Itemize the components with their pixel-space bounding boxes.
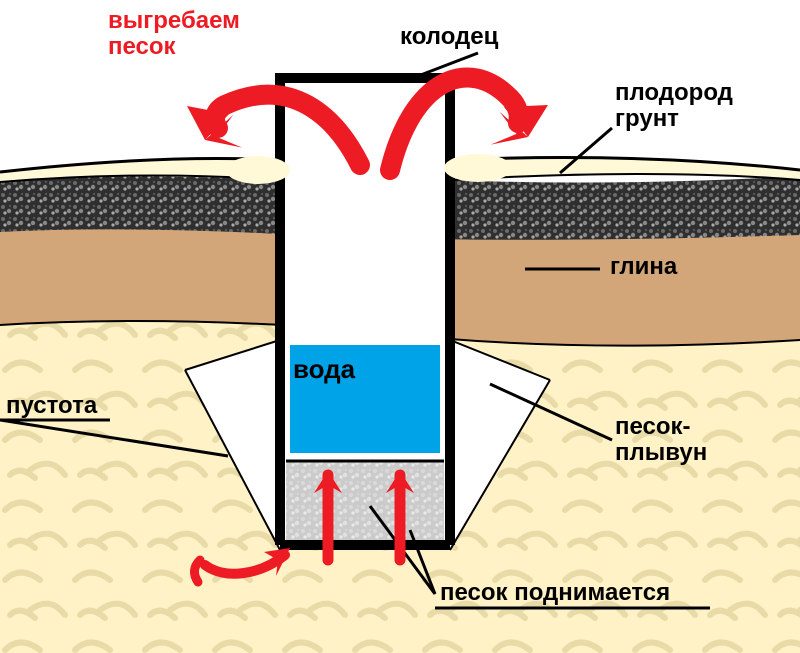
label-fertile-soil: плодород грунт <box>615 80 733 133</box>
label-cavity: пустота <box>6 393 97 419</box>
label-water: вода <box>293 355 355 384</box>
label-clay: глина <box>610 254 677 280</box>
label-quicksand: песок- плывун <box>615 414 707 467</box>
label-well: колодец <box>400 24 498 50</box>
label-scoop-sand: выгребаем песок <box>108 8 240 61</box>
label-sand-rises: песок поднимается <box>440 580 670 606</box>
